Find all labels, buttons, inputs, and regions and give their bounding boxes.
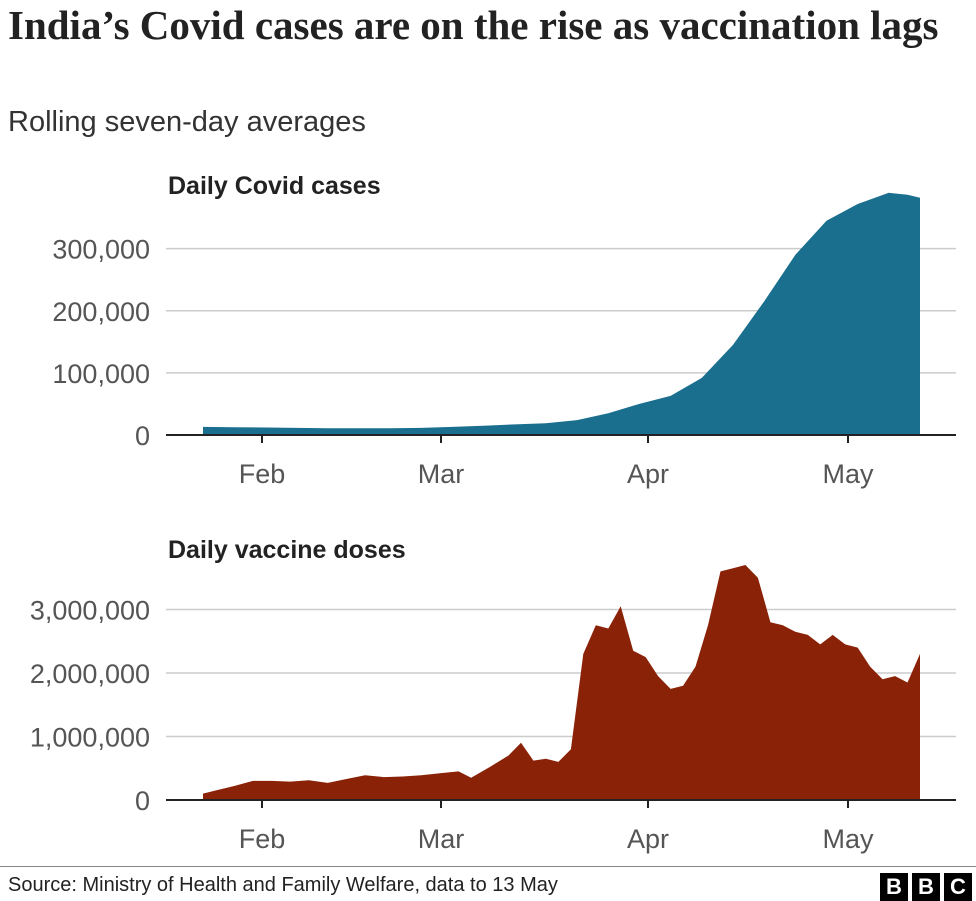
cases-panel-title: Daily Covid cases — [168, 172, 381, 200]
y-tick-label: 200,000 — [52, 297, 150, 327]
y-tick-label: 2,000,000 — [30, 659, 150, 689]
bbc-logo: B B C — [880, 873, 972, 901]
vaccine-area-chart: 0 1,000,000 2,000,000 3,000,000 Feb Mar Apr May — [30, 565, 956, 854]
y-tick-label: 3,000,000 — [30, 595, 150, 625]
y-tick-label: 300,000 — [52, 235, 150, 265]
cases-area-chart: 0 100,000 200,000 300,000 Feb Mar Apr May — [52, 192, 956, 489]
y-tick-label: 0 — [135, 786, 150, 816]
x-tick-label: Mar — [418, 824, 465, 854]
series-area — [203, 192, 920, 435]
x-tick-label: Feb — [239, 459, 286, 489]
bbc-logo-letter: C — [944, 873, 972, 901]
chart-title: India’s Covid cases are on the rise as v… — [8, 2, 939, 48]
chart-subtitle: Rolling seven-day averages — [8, 106, 366, 138]
x-tick-label: May — [822, 824, 874, 854]
bbc-logo-letter: B — [880, 873, 908, 901]
footer-divider — [0, 866, 976, 867]
bbc-logo-letter: B — [912, 873, 940, 901]
y-tick-label: 100,000 — [52, 359, 150, 389]
x-tick-label: Mar — [418, 459, 465, 489]
y-tick-label: 1,000,000 — [30, 722, 150, 752]
series-area — [203, 565, 920, 800]
x-tick-label: Apr — [627, 824, 669, 854]
vaccine-panel-title: Daily vaccine doses — [168, 536, 406, 564]
y-tick-label: 0 — [135, 421, 150, 451]
x-tick-label: Apr — [627, 459, 669, 489]
x-tick-label: Feb — [239, 824, 286, 854]
source-note: Source: Ministry of Health and Family We… — [8, 874, 558, 896]
x-tick-label: May — [822, 459, 874, 489]
